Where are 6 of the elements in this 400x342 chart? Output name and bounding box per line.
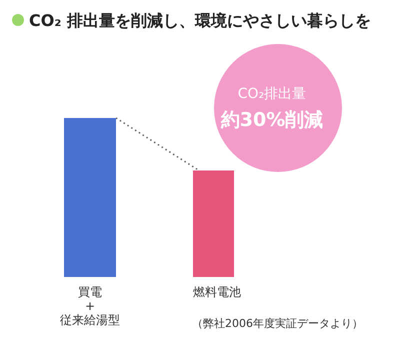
- text: CO₂排出量: [238, 86, 306, 102]
- x-tick-label: 燃料電池: [193, 285, 241, 299]
- x-tick-label: 買電 + 従来給湯型: [60, 285, 120, 327]
- text: （弊社2006年度実証データより）: [192, 317, 363, 330]
- chart-title: CO₂ 排出量を削減し、環境にやさしい暮らしを: [29, 11, 371, 30]
- annotation: 約30%削減: [220, 109, 324, 131]
